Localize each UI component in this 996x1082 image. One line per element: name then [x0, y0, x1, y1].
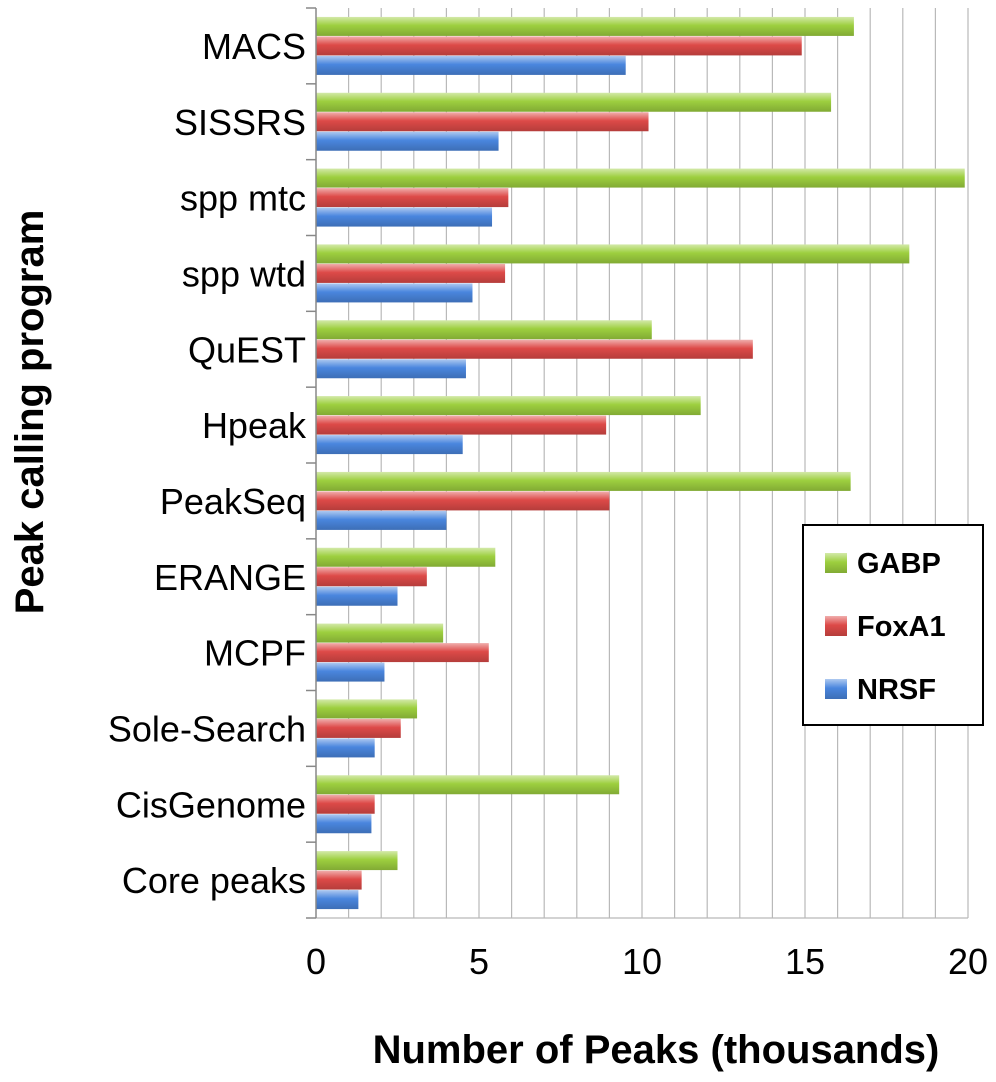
bar-foxa1-peakseq [316, 491, 610, 511]
bar-foxa1-spp-wtd [316, 263, 506, 283]
bar-foxa1-core-peaks [316, 870, 362, 890]
bar-gabp-sole-search [316, 699, 418, 719]
bar-nrsf-core-peaks [316, 890, 359, 910]
legend-swatch-gabp [825, 553, 847, 573]
bar-gabp-mcpf [316, 623, 444, 643]
bar-foxa1-quest [316, 339, 753, 359]
bar-nrsf-spp-mtc [316, 207, 493, 227]
y-tick-label: spp wtd [182, 253, 306, 294]
y-tick-label: Sole-Search [108, 708, 306, 749]
bar-nrsf-peakseq [316, 510, 447, 530]
bar-nrsf-erange [316, 586, 398, 606]
bar-gabp-macs [316, 16, 854, 36]
y-tick-label: spp mtc [180, 178, 306, 219]
bar-nrsf-sissrs [316, 131, 499, 151]
tick-labels: MACS SISSRS spp mtc spp wtd QuEST Hpeak PeakSe… [108, 26, 988, 982]
bar-foxa1-hpeak [316, 415, 607, 435]
y-tick-label: MACS [202, 26, 306, 67]
bar-gabp-hpeak [316, 396, 701, 416]
bar-gabp-cisgenome [316, 775, 620, 795]
bar-gabp-erange [316, 547, 496, 567]
legend-swatch-foxa1 [825, 616, 847, 636]
y-tick-label: ERANGE [154, 557, 306, 598]
bar-foxa1-sissrs [316, 112, 649, 132]
bar-nrsf-mcpf [316, 662, 385, 682]
y-tick-label: SISSRS [174, 102, 306, 143]
bars [316, 16, 965, 910]
y-tick-label: MCPF [204, 633, 306, 674]
bar-foxa1-spp-mtc [316, 188, 509, 208]
x-tick-label: 10 [622, 941, 662, 982]
bar-foxa1-macs [316, 36, 802, 56]
bar-gabp-spp-wtd [316, 244, 910, 264]
y-tick-label: Hpeak [202, 405, 307, 446]
bar-foxa1-cisgenome [316, 794, 375, 814]
bar-nrsf-cisgenome [316, 814, 372, 834]
legend: GABP FoxA1 NRSF [802, 524, 984, 726]
bar-foxa1-erange [316, 567, 427, 587]
bar-nrsf-spp-wtd [316, 283, 473, 303]
x-tick-label: 5 [469, 941, 489, 982]
y-tick-label: CisGenome [116, 784, 306, 825]
x-tick-label: 15 [785, 941, 825, 982]
bar-gabp-sissrs [316, 92, 832, 112]
y-tick-label: Core peaks [122, 860, 306, 901]
bar-gabp-core-peaks [316, 851, 398, 871]
y-tick-label: QuEST [188, 329, 306, 370]
bar-gabp-spp-mtc [316, 168, 965, 188]
bar-nrsf-macs [316, 55, 626, 75]
legend-label-gabp: GABP [857, 548, 941, 580]
x-tick-label: 20 [948, 941, 988, 982]
bar-foxa1-mcpf [316, 643, 489, 663]
legend-label-foxa1: FoxA1 [857, 611, 946, 643]
bar-nrsf-hpeak [316, 435, 463, 455]
legend-swatch-nrsf [825, 679, 847, 699]
x-tick-label: 0 [306, 941, 326, 982]
bar-gabp-quest [316, 320, 652, 340]
bar-nrsf-sole-search [316, 738, 375, 758]
legend-label-nrsf: NRSF [857, 674, 936, 706]
x-axis-title: Number of Peaks (thousands) [373, 1028, 940, 1072]
axes [306, 7, 317, 919]
y-tick-label: PeakSeq [160, 481, 306, 522]
grid-lines [316, 8, 969, 919]
bar-foxa1-sole-search [316, 718, 401, 738]
bar-nrsf-quest [316, 359, 466, 379]
bar-gabp-peakseq [316, 471, 851, 491]
y-axis-title: Peak calling program [8, 210, 52, 615]
